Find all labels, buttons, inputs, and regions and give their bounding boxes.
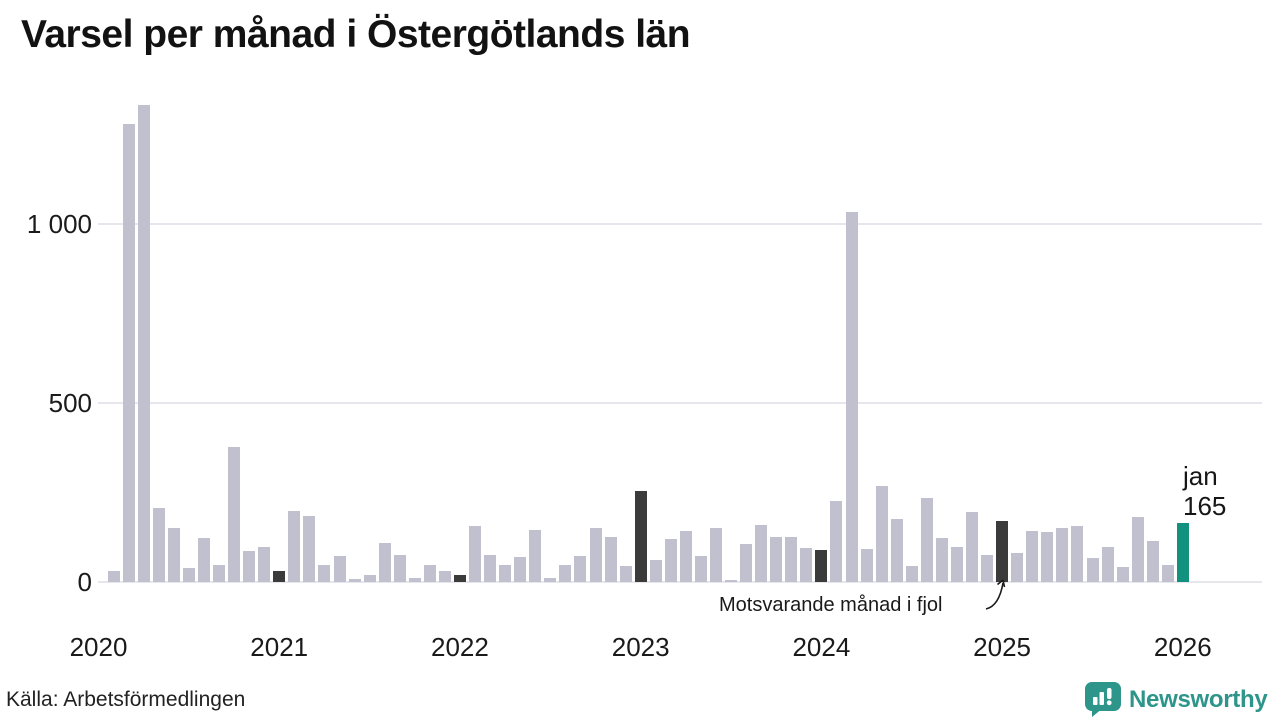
x-axis-year-2026: 2026: [1153, 632, 1212, 662]
bar-2022-07: [544, 578, 557, 582]
bar-2025-06: [1071, 525, 1084, 582]
bar-2022-02: [469, 525, 481, 582]
current-month-value: 165: [1183, 491, 1227, 521]
bar-2023-06: [710, 528, 722, 582]
annotation-arrow-icon: [985, 579, 1006, 610]
bar-2021-07: [363, 574, 376, 582]
bar-2021-02: [288, 510, 301, 582]
x-axis-year-2023: 2023: [611, 632, 670, 662]
bar-2021-06: [348, 579, 361, 582]
bar-2024-04: [860, 548, 873, 582]
y-axis-tick-1000: 1 000: [26, 209, 92, 240]
bar-2024-06: [890, 518, 903, 582]
bar-2020-02: [107, 570, 120, 582]
brand-name: Newsworthy: [1129, 685, 1268, 713]
bar-2025-04: [1041, 531, 1054, 582]
x-axis-year-2020: 2020: [69, 632, 128, 662]
bar-2021-03: [303, 515, 316, 582]
bar-2023-12: [800, 548, 813, 582]
bar-2022-06: [529, 529, 542, 582]
bar-2022-03: [484, 554, 497, 582]
bar-2020-12: [258, 546, 271, 582]
bar-2022-10: [589, 527, 602, 582]
bar-2025-08: [1101, 546, 1114, 582]
bar-2020-11: [243, 551, 256, 582]
bar-2024-12: [981, 555, 993, 582]
bar-2023-05: [694, 555, 707, 582]
bar-2020-05: [152, 508, 165, 582]
source-caption: Källa: Arbetsförmedlingen: [6, 688, 246, 711]
bar-2024-05: [875, 485, 888, 582]
bar-2025-03: [1026, 530, 1039, 582]
bar-2021-11: [423, 564, 436, 582]
gridline-y1000: [98, 223, 1262, 226]
bar-2020-09: [213, 565, 225, 582]
bar-2024-02: [830, 500, 843, 582]
bar-2025-05: [1056, 527, 1069, 582]
bar-2024-08: [920, 497, 933, 582]
brand-logo: Newsworthy: [1084, 681, 1268, 718]
bar-2025-10: [1131, 516, 1144, 582]
bar-2023-10: [770, 536, 783, 582]
bar-2023-09: [755, 524, 768, 582]
bar-2022-05: [514, 557, 527, 582]
bar-2024-10: [950, 546, 963, 582]
bar-2023-08: [740, 543, 753, 582]
bar-2023-11: [785, 536, 798, 582]
bar-2022-11: [604, 536, 617, 582]
bar-2021-09: [393, 554, 406, 582]
current-month-label: jan 165: [1183, 461, 1226, 521]
bar-2021-10: [408, 577, 421, 582]
bar-2023-04: [679, 530, 692, 582]
bar-2022-01-fjol: [453, 574, 466, 582]
bar-2020-03: [122, 124, 135, 582]
bar-2020-06: [167, 527, 180, 582]
bar-2021-12: [438, 570, 451, 582]
x-axis-year-2021: 2021: [250, 632, 309, 662]
bar-2023-03: [664, 539, 677, 582]
bar-2025-09: [1116, 566, 1129, 582]
bar-2021-04: [318, 564, 331, 582]
bar-2024-09: [935, 538, 948, 582]
bar-2023-07: [725, 579, 737, 582]
bar-2024-07: [905, 565, 918, 582]
y-axis-tick-0: 0: [77, 567, 92, 597]
bar-2024-01-fjol: [815, 549, 828, 582]
bar-2022-09: [574, 555, 587, 582]
bar-2020-08: [197, 538, 210, 582]
newsworthy-icon: [1085, 682, 1121, 717]
gridline-y0: [98, 581, 1262, 583]
x-axis-year-2025: 2025: [973, 632, 1032, 662]
bar-2020-07: [182, 567, 195, 582]
bar-2022-08: [559, 564, 572, 582]
bar-2022-04: [499, 564, 512, 582]
bar-2023-01-fjol: [634, 490, 647, 582]
bar-2024-11: [966, 512, 978, 582]
bar-2023-02: [649, 559, 662, 582]
x-axis-year-2022: 2022: [431, 632, 489, 662]
current-month-name: jan: [1183, 461, 1218, 491]
bar-2025-11: [1146, 540, 1159, 582]
bar-2025-02: [1011, 553, 1024, 582]
bar-2021-01-fjol: [273, 571, 286, 582]
bar-2025-07: [1086, 558, 1099, 582]
bar-2021-08: [378, 542, 391, 582]
gridline-y500: [98, 402, 1262, 405]
bar-2021-05: [333, 555, 346, 582]
page-title: Varsel per månad i Östergötlands län: [21, 13, 691, 56]
bar-2025-01-fjol: [996, 521, 1009, 582]
bar-2025-12: [1161, 564, 1174, 582]
bar-2020-10: [228, 446, 240, 582]
annotation-fjol: Motsvarande månad i fjol: [719, 594, 943, 616]
bar-2024-03: [845, 211, 858, 582]
y-axis-tick-500: 500: [48, 388, 92, 419]
bar-2022-12: [619, 565, 632, 582]
bar-2026-01-current: [1176, 523, 1189, 582]
x-axis-year-2024: 2024: [792, 632, 851, 662]
bar-2020-04: [137, 104, 150, 582]
